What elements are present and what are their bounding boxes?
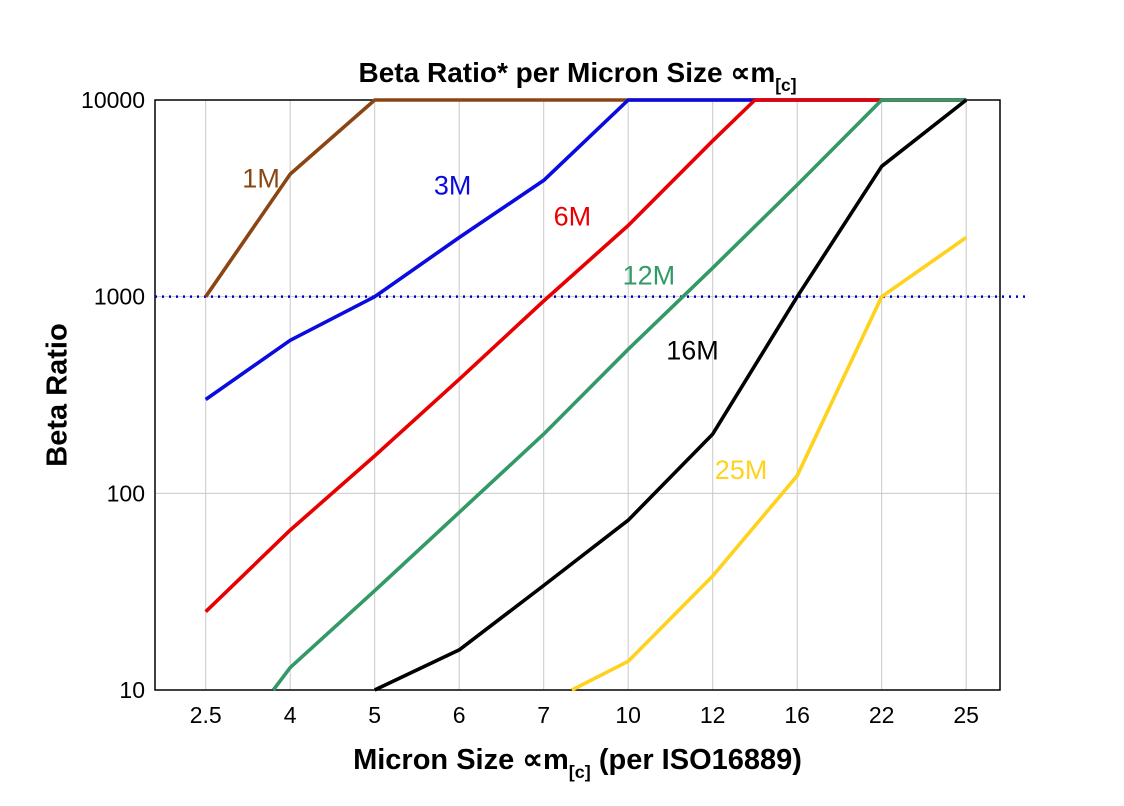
chart-title-subscript: [c]: [775, 74, 797, 95]
y-axis-title: Beta Ratio: [42, 323, 75, 466]
x-axis-title-post: (per ISO16889): [590, 744, 802, 776]
series-line-12M: [271, 98, 967, 692]
chart-title-text: Beta Ratio* per Micron Size: [358, 57, 731, 88]
y-axis-title-text: Beta Ratio: [41, 323, 74, 467]
series-label-16M: 16M: [666, 335, 719, 365]
series-label-6M: 6M: [554, 202, 592, 232]
y-tick-label: 10000: [81, 87, 145, 113]
series-line-3M: [204, 98, 967, 401]
y-tick-label: 100: [107, 480, 145, 506]
series-label-1M: 1M: [242, 163, 280, 193]
x-tick-label: 7: [537, 702, 550, 728]
x-tick-label: 22: [869, 702, 895, 728]
x-tick-label: 16: [784, 702, 810, 728]
y-tick-label: 1000: [94, 284, 145, 310]
chart-title: Beta Ratio* per Micron Size ∝m[c]: [155, 56, 1000, 95]
x-tick-label: 5: [368, 702, 381, 728]
y-tick-label: 10: [119, 677, 145, 703]
series-label-25M: 25M: [715, 455, 768, 485]
series-line-25M: [571, 236, 968, 692]
series-label-3M: 3M: [434, 171, 472, 201]
x-tick-label: 10: [615, 702, 641, 728]
x-tick-label: 25: [953, 702, 979, 728]
x-tick-label: 12: [700, 702, 726, 728]
x-axis-title-pre: Micron Size: [353, 744, 523, 776]
x-axis-title-symbol: ∝m: [522, 744, 569, 776]
x-axis-title: Micron Size ∝m[c] (per ISO16889): [155, 742, 1000, 782]
series-line-16M: [373, 98, 968, 692]
x-tick-label: 2.5: [190, 702, 222, 728]
x-tick-label: 4: [284, 702, 297, 728]
x-tick-label: 6: [453, 702, 466, 728]
series-label-12M: 12M: [623, 261, 676, 291]
x-axis-title-subscript: [c]: [568, 761, 591, 782]
series-line-6M: [204, 98, 967, 613]
chart-title-symbol: ∝m: [730, 57, 776, 88]
